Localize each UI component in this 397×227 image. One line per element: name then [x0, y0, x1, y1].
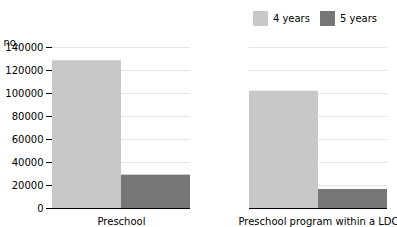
svg-text:40000: 40000: [12, 157, 44, 168]
svg-text:Preschool program within a LDC: Preschool program within a LDC: [238, 216, 397, 227]
svg-text:100000: 100000: [5, 88, 43, 99]
svg-text:no.: no.: [4, 37, 19, 48]
html-text:4 years: 4 years: [272, 13, 310, 24]
svg-text:Preschool: Preschool: [98, 216, 146, 227]
svg-text:0: 0: [37, 203, 43, 214]
svg-text:20000: 20000: [12, 180, 44, 191]
svg-text:60000: 60000: [12, 134, 44, 145]
svg-text:120000: 120000: [5, 65, 43, 76]
svg-text:140000: 140000: [5, 41, 44, 53]
svg-text:80000: 80000: [12, 111, 44, 122]
html-text:5 years: 5 years: [339, 13, 377, 24]
